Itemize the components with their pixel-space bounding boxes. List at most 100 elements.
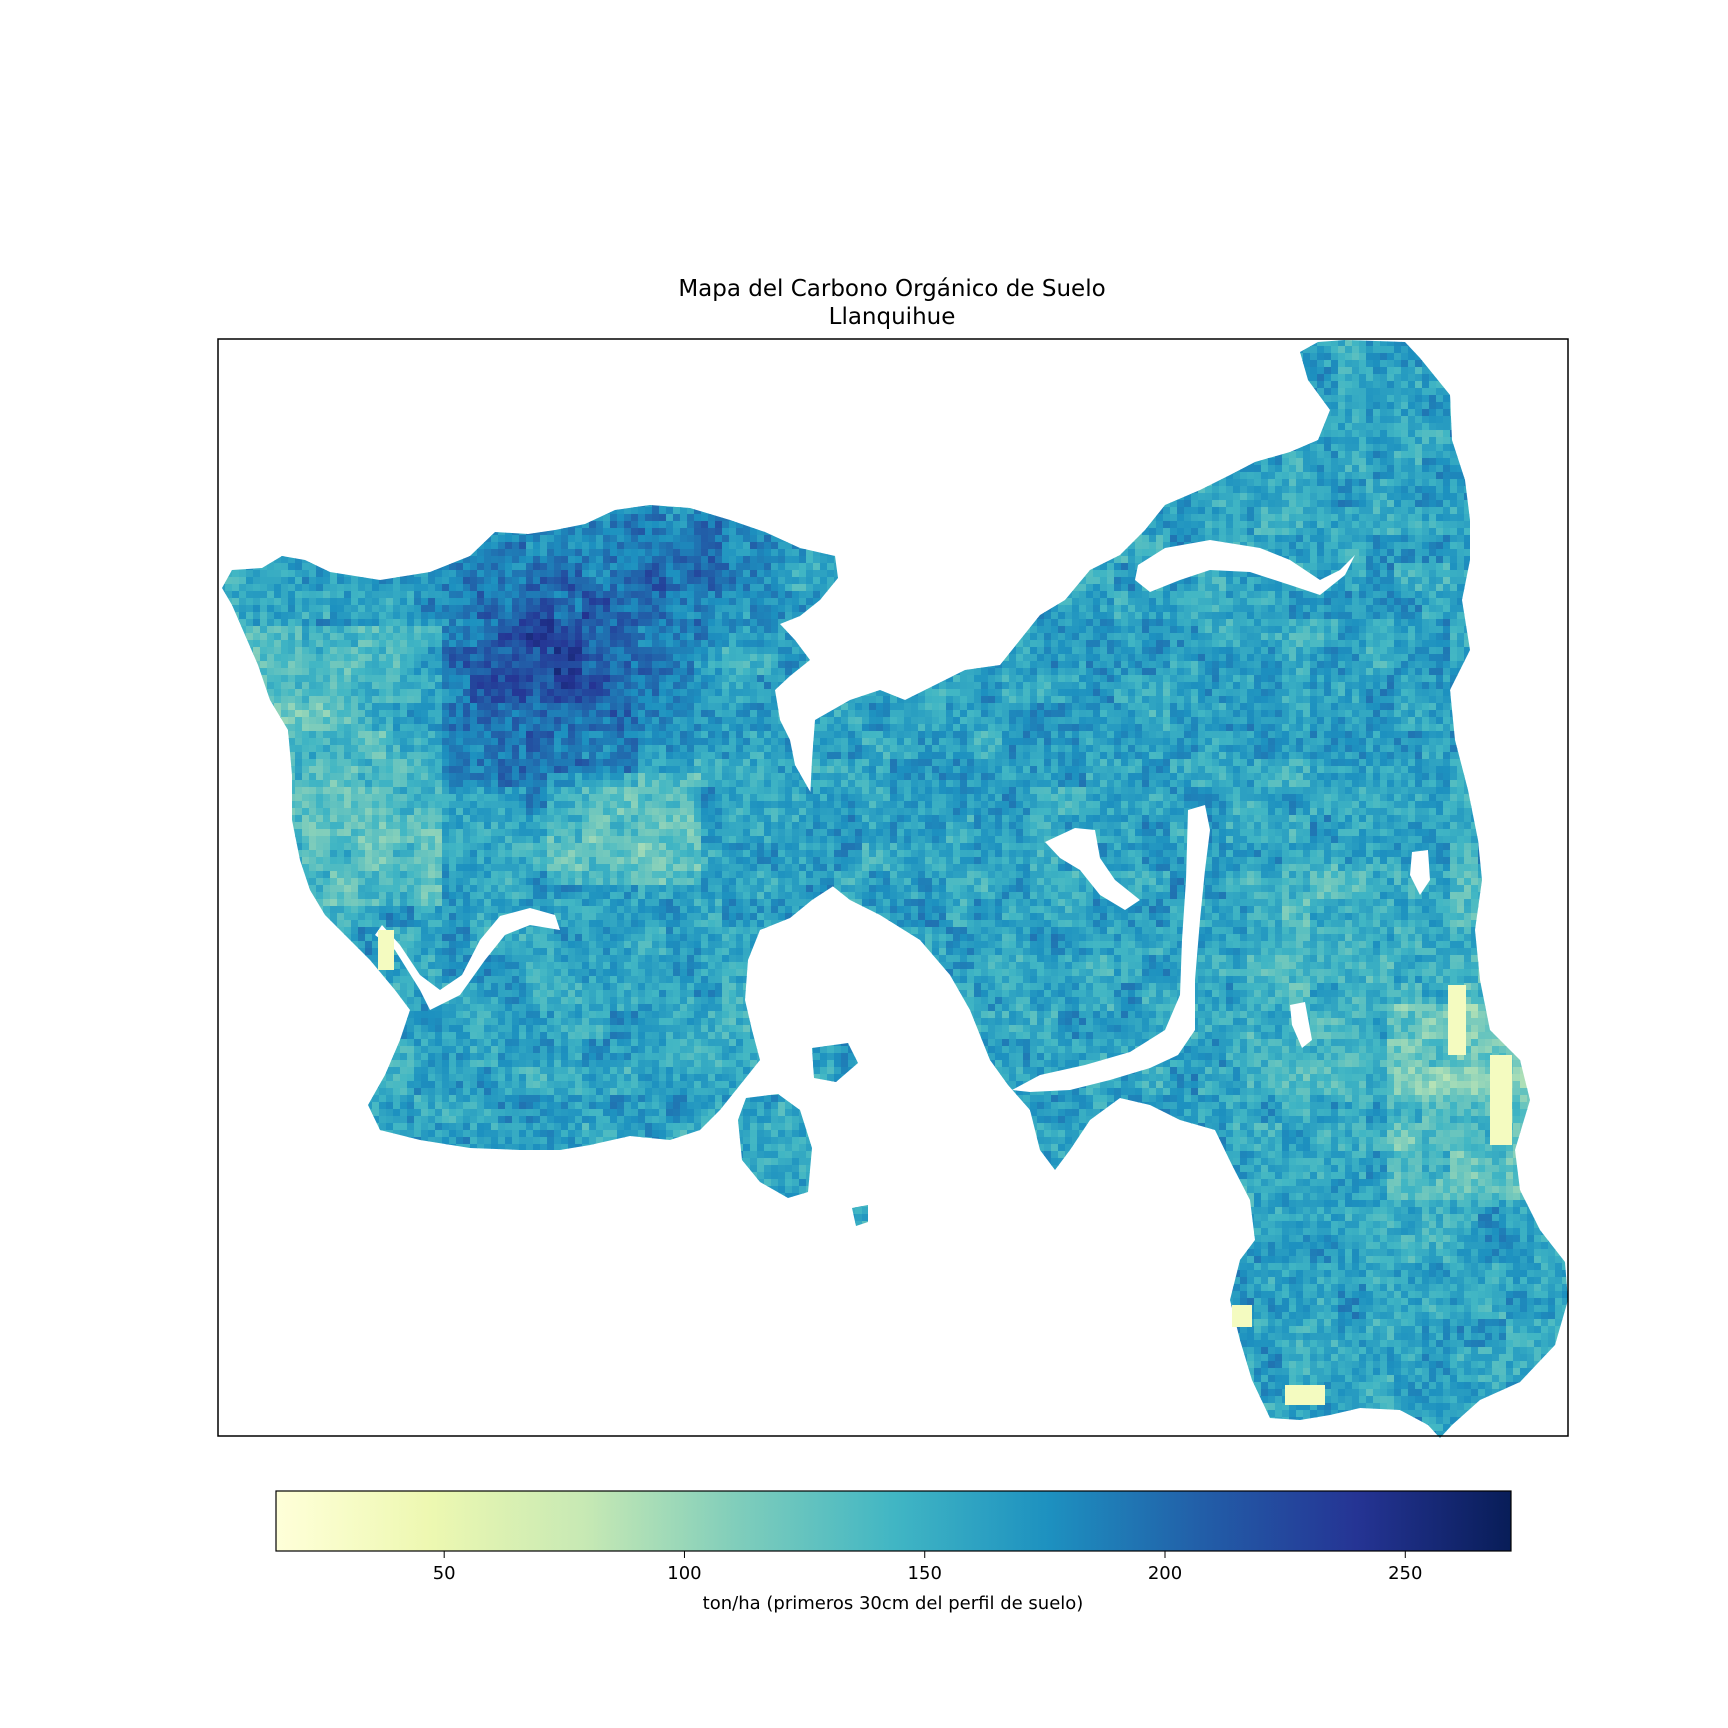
raster-cell — [568, 458, 576, 466]
raster-cell — [750, 374, 758, 382]
raster-cell — [610, 493, 618, 501]
raster-cell — [1240, 409, 1248, 417]
raster-cell — [1492, 353, 1500, 361]
raster-cell — [862, 430, 870, 438]
raster-cell — [799, 395, 807, 403]
raster-cell — [1478, 402, 1486, 410]
raster-cell — [876, 437, 884, 445]
raster-cell — [764, 430, 772, 438]
raster-cell — [708, 395, 716, 403]
raster-cell — [386, 444, 394, 452]
raster-cell — [673, 381, 681, 389]
raster-cell — [1275, 340, 1283, 347]
raster-cell — [981, 430, 989, 438]
raster-cell — [645, 409, 653, 417]
raster-cell — [1261, 402, 1269, 410]
raster-cell — [1114, 360, 1122, 368]
raster-cell — [1016, 479, 1024, 487]
raster-cell — [1366, 451, 1374, 459]
raster-cell — [1030, 507, 1038, 515]
raster-cell — [967, 507, 975, 515]
raster-cell — [1415, 388, 1423, 396]
raster-cell — [1191, 416, 1199, 424]
raster-cell — [449, 472, 457, 480]
raster-cell — [1065, 451, 1073, 459]
raster-cell — [1499, 416, 1507, 424]
raster-cell — [855, 423, 863, 431]
raster-cell — [435, 486, 443, 494]
raster-cell — [358, 430, 366, 438]
raster-cell — [750, 409, 758, 417]
raster-cell — [1121, 388, 1129, 396]
raster-cell — [792, 423, 800, 431]
raster-cell — [1422, 381, 1430, 389]
raster-cell — [1037, 444, 1045, 452]
raster-cell — [1310, 493, 1318, 501]
raster-cell — [771, 514, 779, 522]
raster-cell — [491, 402, 499, 410]
raster-cell — [435, 402, 443, 410]
raster-cell — [421, 458, 429, 466]
raster-cell — [1464, 374, 1472, 382]
raster-cell — [393, 458, 401, 466]
raster-cell — [1506, 402, 1514, 410]
raster-cell — [1240, 388, 1248, 396]
raster-cell — [659, 458, 667, 466]
raster-cell — [911, 465, 919, 473]
raster-cell — [1016, 353, 1024, 361]
raster-cell — [701, 360, 709, 368]
raster-cell — [883, 381, 891, 389]
raster-cell — [1093, 458, 1101, 466]
raster-cell — [778, 479, 786, 487]
raster-cell — [372, 346, 380, 354]
raster-cell — [1450, 507, 1458, 515]
raster-cell — [302, 360, 310, 368]
raster-cell — [708, 388, 716, 396]
raster-cell — [1009, 437, 1017, 445]
raster-cell — [470, 367, 478, 375]
raster-cell — [974, 493, 982, 501]
raster-cell — [309, 430, 317, 438]
raster-cell — [442, 340, 450, 347]
raster-cell — [1415, 353, 1423, 361]
raster-cell — [1247, 381, 1255, 389]
raster-cell — [1086, 374, 1094, 382]
raster-cell — [344, 416, 352, 424]
raster-cell — [1394, 451, 1402, 459]
raster-cell — [1282, 423, 1290, 431]
raster-cell — [1030, 388, 1038, 396]
raster-cell — [1310, 486, 1318, 494]
raster-cell — [323, 388, 331, 396]
raster-cell — [295, 444, 303, 452]
raster-cell — [491, 458, 499, 466]
raster-cell — [1016, 444, 1024, 452]
raster-cell — [953, 402, 961, 410]
raster-cell — [239, 367, 247, 375]
raster-cell — [232, 340, 240, 347]
raster-cell — [281, 458, 289, 466]
raster-cell — [1289, 416, 1297, 424]
raster-cell — [687, 493, 695, 501]
raster-cell — [876, 388, 884, 396]
raster-cell — [1359, 395, 1367, 403]
raster-cell — [1471, 367, 1479, 375]
raster-cell — [694, 388, 702, 396]
raster-cell — [1212, 409, 1220, 417]
raster-cell — [1352, 507, 1360, 515]
raster-cell — [379, 507, 387, 515]
raster-cell — [449, 367, 457, 375]
raster-cell — [813, 486, 821, 494]
raster-cell — [1030, 367, 1038, 375]
raster-cell — [222, 381, 226, 389]
raster-cell — [1114, 430, 1122, 438]
raster-cell — [222, 353, 226, 361]
raster-cell — [1478, 472, 1486, 480]
raster-cell — [1275, 486, 1283, 494]
raster-cell — [960, 465, 968, 473]
raster-cell — [1366, 395, 1374, 403]
raster-cell — [1429, 381, 1437, 389]
raster-cell — [505, 451, 513, 459]
raster-cell — [337, 493, 345, 501]
raster-cell — [575, 472, 583, 480]
raster-cell — [1429, 486, 1437, 494]
